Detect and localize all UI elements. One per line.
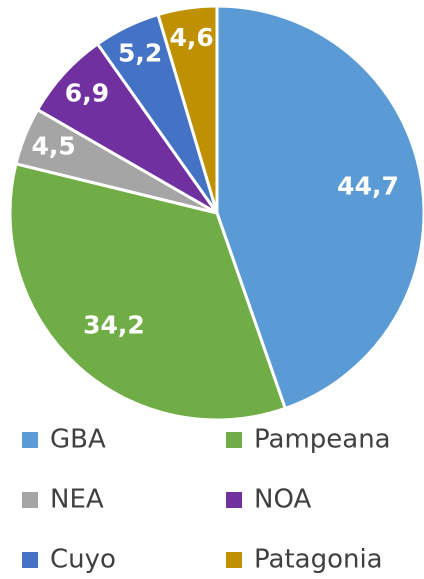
legend-swatch (22, 432, 38, 448)
legend-label: Cuyo (50, 545, 116, 575)
legend-swatch (22, 552, 38, 568)
value-label: 4,6 (170, 23, 214, 52)
legend-label: GBA (50, 425, 106, 455)
legend-swatch (226, 552, 242, 568)
value-label: 34,2 (83, 310, 145, 339)
legend-label: NEA (50, 485, 104, 515)
legend-swatch (22, 492, 38, 508)
legend-label: Pampeana (254, 425, 391, 455)
value-label: 44,7 (337, 171, 399, 200)
value-label: 4,5 (32, 132, 76, 161)
pie-slice (215, 4, 424, 411)
value-label: 6,9 (65, 78, 109, 107)
pie-slice (156, 4, 219, 214)
legend-swatch (226, 432, 242, 448)
legend-label: NOA (254, 485, 311, 515)
value-label: 5,2 (118, 39, 162, 68)
legend-label: Patagonia (254, 545, 383, 575)
pie-slice (8, 161, 288, 422)
legend-swatch (226, 492, 242, 508)
